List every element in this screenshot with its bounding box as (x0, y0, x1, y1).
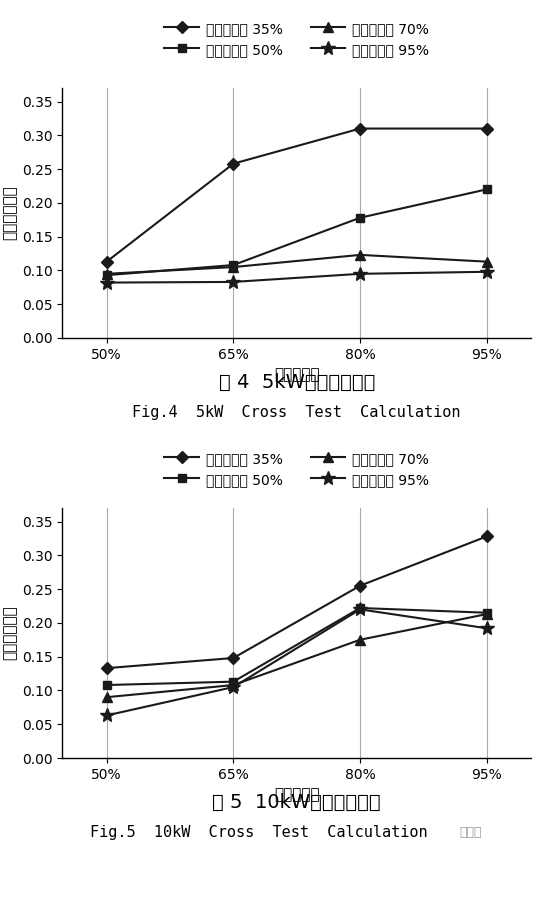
水泵占空比 95% (357, 268, 363, 279)
水泵占空比 95% (230, 682, 237, 692)
Line: 水泵占空比 50%: 水泵占空比 50% (102, 185, 491, 279)
水泵占空比 70% (230, 262, 237, 273)
水泵占空比 35% (483, 123, 490, 134)
水泵占空比 35% (357, 123, 363, 134)
Line: 水泵占空比 35%: 水泵占空比 35% (102, 125, 491, 266)
水泵占空比 95% (483, 623, 490, 634)
水泵占空比 95% (483, 267, 490, 278)
Line: 水泵占空比 35%: 水泵占空比 35% (102, 532, 491, 672)
Text: 图 4  5kW交叉试验计算: 图 4 5kW交叉试验计算 (218, 373, 375, 391)
Line: 水泵占空比 95%: 水泵占空比 95% (100, 265, 494, 289)
Line: 水泵占空比 70%: 水泵占空比 70% (102, 609, 492, 702)
水泵占空比 70% (483, 256, 490, 267)
Legend: 水泵占空比 35%, 水泵占空比 50%, 水泵占空比 70%, 水泵占空比 95%: 水泵占空比 35%, 水泵占空比 50%, 水泵占空比 70%, 水泵占空比 9… (157, 445, 436, 494)
Text: Fig.5  10kW  Cross  Test  Calculation: Fig.5 10kW Cross Test Calculation (90, 824, 428, 839)
X-axis label: 风扇占空比: 风扇占空比 (274, 787, 320, 802)
X-axis label: 风扇占空比: 风扇占空比 (274, 367, 320, 382)
Line: 水泵占空比 70%: 水泵占空比 70% (102, 250, 492, 278)
水泵占空比 35% (483, 531, 490, 542)
水泵占空比 50% (483, 184, 490, 195)
Legend: 水泵占空比 35%, 水泵占空比 50%, 水泵占空比 70%, 水泵占空比 95%: 水泵占空比 35%, 水泵占空比 50%, 水泵占空比 70%, 水泵占空比 9… (157, 15, 436, 64)
水泵占空比 50% (230, 676, 237, 687)
水泵占空比 50% (357, 213, 363, 224)
水泵占空比 50% (357, 603, 363, 614)
Text: 动学堂: 动学堂 (459, 825, 481, 838)
Text: Fig.4  5kW  Cross  Test  Calculation: Fig.4 5kW Cross Test Calculation (132, 406, 461, 420)
Y-axis label: 散热能力系数: 散热能力系数 (3, 605, 18, 660)
水泵占空比 50% (104, 680, 110, 691)
水泵占空比 70% (104, 268, 110, 279)
水泵占空比 95% (357, 604, 363, 615)
水泵占空比 70% (104, 692, 110, 703)
水泵占空比 50% (104, 269, 110, 280)
水泵占空比 70% (357, 634, 363, 645)
Text: 图 5  10kW交叉试验计算: 图 5 10kW交叉试验计算 (212, 792, 381, 812)
水泵占空比 35% (104, 256, 110, 267)
水泵占空比 95% (104, 710, 110, 721)
Line: 水泵占空比 50%: 水泵占空比 50% (102, 604, 491, 689)
水泵占空比 35% (357, 580, 363, 591)
水泵占空比 35% (230, 652, 237, 663)
Y-axis label: 散热能力系数: 散热能力系数 (3, 186, 18, 240)
水泵占空比 50% (483, 607, 490, 618)
水泵占空比 95% (230, 277, 237, 288)
水泵占空比 70% (357, 249, 363, 260)
Line: 水泵占空比 95%: 水泵占空比 95% (100, 603, 494, 723)
水泵占空比 50% (230, 259, 237, 270)
水泵占空比 35% (104, 662, 110, 673)
水泵占空比 70% (483, 608, 490, 619)
水泵占空比 35% (230, 158, 237, 169)
水泵占空比 70% (230, 680, 237, 691)
水泵占空比 95% (104, 278, 110, 289)
